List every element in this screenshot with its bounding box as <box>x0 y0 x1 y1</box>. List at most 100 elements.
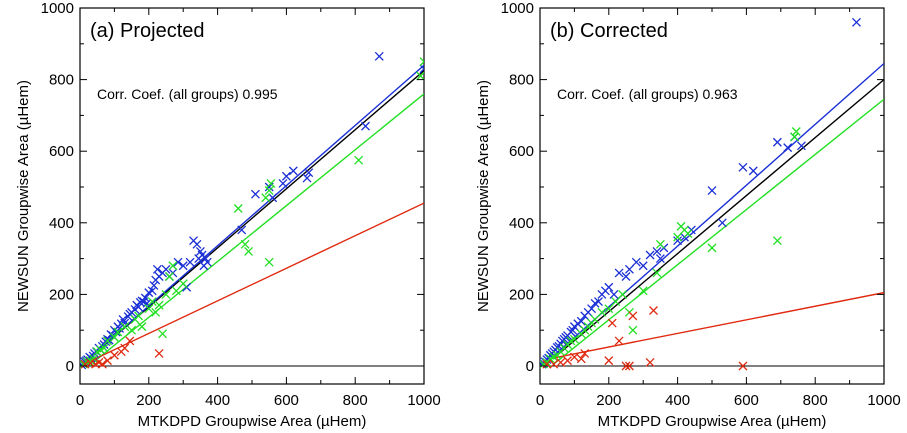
chart-1-green-point <box>652 268 662 278</box>
chart-0-x-axis-title: MTKDPD Groupwise Area (µHem) <box>138 413 367 430</box>
chart-0-x-tick-label: 600 <box>274 392 299 409</box>
chart-0-green-point <box>127 325 137 335</box>
chart-0-green-point <box>134 311 143 321</box>
chart-1-green-point <box>638 286 648 296</box>
chart-0-green-point <box>264 257 274 267</box>
chart-0-y-tick-label: 400 <box>49 215 74 232</box>
chart-1-blue-point <box>673 236 683 246</box>
chart-0-blue-point <box>237 225 247 235</box>
chart-0-green-point <box>264 186 274 196</box>
chart-0-green-point <box>154 300 164 310</box>
chart-0-green-point <box>99 343 109 353</box>
chart-0-blue-point <box>374 51 384 61</box>
chart-0-green-point <box>109 332 119 342</box>
chart-0-blue-point <box>147 286 157 296</box>
chart-1-red-point <box>542 359 552 369</box>
chart-0-green-point <box>147 297 157 307</box>
chart-0-fit-line-black <box>93 70 424 355</box>
chart-0-blue-point <box>152 264 162 274</box>
chart-1-red-point <box>649 306 658 315</box>
chart-0-y-tick-label: 800 <box>49 72 74 89</box>
chart-0-blue-point <box>268 193 278 203</box>
chart-0-blue-point <box>185 257 195 267</box>
chart-0-blue-point <box>178 261 188 271</box>
chart-1-green-point <box>790 132 800 142</box>
chart-1-blue-point <box>576 316 586 326</box>
chart-0-green-point <box>178 279 188 289</box>
chart-1-blue-point <box>631 257 641 267</box>
chart-1-green-point <box>655 239 665 249</box>
chart-1-green-point <box>772 236 782 246</box>
chart-1-blue-point <box>772 137 782 147</box>
chart-1-blue-point <box>604 282 614 292</box>
chart-1-green-point <box>611 297 621 307</box>
chart-0-x-tick-label: 400 <box>205 392 230 409</box>
chart-1-red-point <box>569 352 579 362</box>
chart-1-y-tick-label: 1000 <box>501 0 534 17</box>
chart-1-blue-point <box>614 268 624 278</box>
chart-0-green-point <box>103 336 112 346</box>
chart-0-x-tick-label: 0 <box>76 392 84 409</box>
chart-1-blue-point <box>655 254 665 264</box>
chart-1-red-point <box>614 336 624 346</box>
chart-0-red-point <box>125 336 135 346</box>
chart-0-green-point <box>158 329 168 339</box>
chart-0-blue-point <box>302 173 312 183</box>
chart-0-blue-point <box>250 189 260 199</box>
chart-0-blue-point <box>173 257 183 267</box>
chart-1-blue-point <box>624 264 634 274</box>
chart-0-blue-point <box>419 64 424 74</box>
chart-1-red-point <box>580 349 590 358</box>
chart-0-green-point <box>266 178 276 188</box>
chart-1-green-point <box>673 232 683 242</box>
chart-0-fit-line-green <box>93 93 424 363</box>
chart-1-blue-point <box>796 141 806 151</box>
chart-0-green-point <box>144 304 154 314</box>
panel-projected: 0 200 400 600 800 1000 0 200 400 600 800 1000 MTKDPD… <box>15 0 441 430</box>
chart-1-green-point <box>604 304 614 314</box>
chart-1-green-point <box>618 289 628 299</box>
chart-0-blue-point <box>142 298 152 308</box>
chart-1-y-tick-label: 200 <box>509 286 534 303</box>
chart-1-red-point <box>645 357 655 367</box>
chart-1-y-tick-label: 600 <box>509 143 534 160</box>
chart-0-plot-frame <box>79 7 425 385</box>
chart-0-series-red <box>80 336 164 369</box>
chart-0-blue-point <box>278 178 288 188</box>
chart-1-green-point <box>590 315 600 324</box>
chart-0-green-point <box>354 155 364 165</box>
chart-1-series-green <box>540 127 801 369</box>
chart-1-x-axis-title: MTKDPD Groupwise Area (µHem) <box>598 413 827 430</box>
chart-1-x-tick-label: 800 <box>803 392 828 409</box>
chart-0-green-point <box>171 286 181 296</box>
chart-1-green-point <box>569 334 579 344</box>
chart-0-green-point <box>416 71 424 81</box>
chart-1-blue-point <box>652 246 662 256</box>
chart-1-green-point <box>791 127 801 136</box>
chart-0-blue-point <box>192 239 202 249</box>
chart-1-x-tick-label: 1000 <box>867 392 900 409</box>
chart-0-x-tick-label: 1000 <box>407 392 440 409</box>
chart-0-red-point <box>97 359 107 369</box>
chart-1-red-point <box>621 361 631 371</box>
chart-0-y-axis-title: NEWSUN Groupwise Area (µHem) <box>15 80 32 312</box>
chart-1-red-point <box>576 354 586 364</box>
chart-1-x-tick-label: 200 <box>596 392 621 409</box>
chart-0-y-tick-label: 600 <box>49 143 74 160</box>
chart-0-blue-point <box>149 280 159 290</box>
chart-0-green-point <box>168 261 178 271</box>
chart-1-x-tick-label: 0 <box>536 392 544 409</box>
chart-0-green-point <box>151 307 161 317</box>
chart-1-blue-point <box>638 261 648 271</box>
chart-0-green-point <box>164 272 174 281</box>
chart-0-y-tick-label: 0 <box>66 358 74 375</box>
chart-1-series-blue <box>540 17 861 369</box>
chart-0-panel-title: (a) Projected <box>90 20 205 42</box>
chart-0-green-point <box>113 327 123 337</box>
chart-1-red-point <box>556 357 566 367</box>
chart-1-blue-point <box>621 272 631 281</box>
chart-0-red-point <box>109 350 119 360</box>
chart-1-red-point <box>549 359 559 369</box>
chart-0-y-tick-label: 1000 <box>41 0 74 17</box>
chart-1-x-tick-label: 600 <box>734 392 759 409</box>
